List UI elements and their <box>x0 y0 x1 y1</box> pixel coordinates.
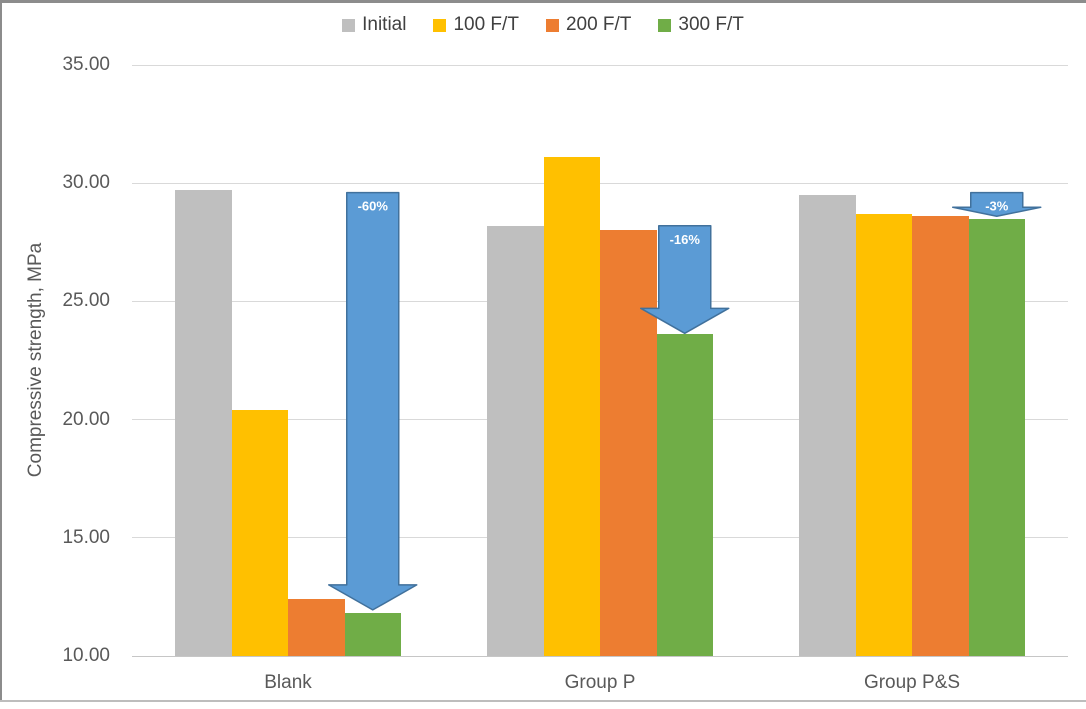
decrease-arrow-label: -3% <box>985 199 1009 214</box>
legend-item-label: 300 F/T <box>678 14 744 35</box>
bar-initial-blank <box>175 190 232 656</box>
y-tick-label: 35.00 <box>62 54 110 75</box>
legend-swatch-icon <box>545 18 559 32</box>
bar-100-f-t-blank <box>231 410 288 656</box>
legend-swatch-icon <box>433 18 447 32</box>
chart-legend: Initial 100 F/T 200 F/T 300 F/T <box>0 13 1086 37</box>
legend-item-label: 100 F/T <box>453 14 519 35</box>
x-category-label: Group P&S <box>863 672 961 693</box>
decrease-arrow-blank <box>328 191 418 611</box>
legend-item-label: 200 F/T <box>565 14 632 35</box>
legend-swatch-icon <box>342 18 356 32</box>
y-tick-label: 10.00 <box>62 645 110 666</box>
legend-swatch-icon <box>658 18 672 32</box>
y-tick-label: 20.00 <box>62 408 110 430</box>
bar-initial-group-p-s <box>799 195 856 656</box>
y-tick-label: 30.00 <box>62 172 110 194</box>
bar-initial-group-p <box>487 225 544 656</box>
frame-left-border <box>0 0 2 701</box>
y-tick-label: 15.00 <box>62 526 110 548</box>
bar-300-f-t-group-p <box>656 334 713 656</box>
legend-item-100-f-t: 100 F/T <box>433 13 519 37</box>
legend-item-300-f-t: 300 F/T <box>658 13 744 37</box>
legend-item-initial: Initial <box>342 13 406 37</box>
x-category-label: Group P <box>564 672 636 693</box>
y-axis-title: Compressive strength, MPa <box>25 242 46 478</box>
gridline <box>132 64 1068 66</box>
frame-bottom-rule <box>0 700 1086 702</box>
decrease-arrow-group-p-s <box>952 191 1042 218</box>
legend-item-200-f-t: 200 F/T <box>545 13 632 37</box>
bar-300-f-t-group-p-s <box>968 218 1025 656</box>
bar-200-f-t-group-p <box>600 230 657 656</box>
bar-100-f-t-group-p <box>543 157 600 656</box>
decrease-arrow-label: -16% <box>670 232 701 247</box>
gridline <box>132 655 1068 657</box>
decrease-arrow-label: -60% <box>358 199 389 214</box>
bar-100-f-t-group-p-s <box>855 213 912 656</box>
x-category-label: Blank <box>264 672 312 693</box>
legend-item-label: Initial <box>362 14 407 35</box>
y-tick-label: 25.00 <box>62 290 110 312</box>
bar-200-f-t-group-p-s <box>912 216 969 656</box>
gridline <box>132 182 1068 184</box>
bar-300-f-t-blank <box>344 613 401 656</box>
bar-200-f-t-blank <box>288 599 345 656</box>
frame-top-border <box>0 0 1086 3</box>
